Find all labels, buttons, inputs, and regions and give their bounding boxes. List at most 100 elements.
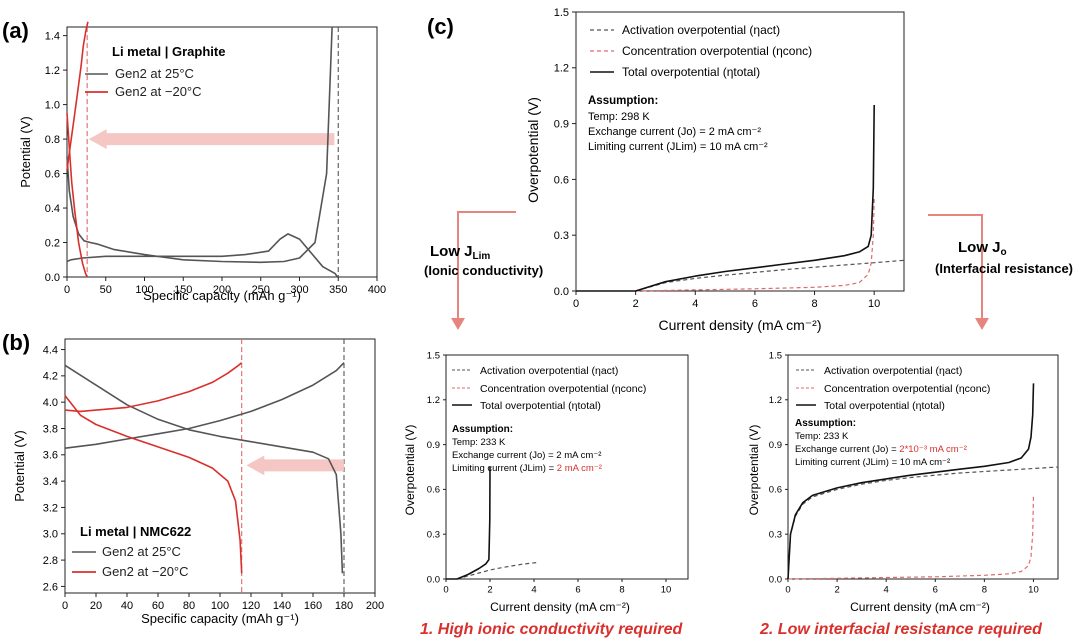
connector-left-line — [457, 211, 516, 322]
panel-b-xlabel: Specific capacity (mAh g⁻¹) — [141, 611, 299, 626]
xtick-label-c1-2: 4 — [531, 585, 536, 596]
panel-a-legend-25c: Gen2 at 25°C — [115, 66, 194, 81]
series-a-2 — [66, 21, 89, 171]
panel-c-frame — [575, 11, 905, 292]
panel-b: (b) 0 20 40 60 80 100 120 140 160 180 200 2.6 2.8 3.0… — [2, 330, 384, 626]
panel-c1-note-limiting: Limiting current (JLim) = 2 mA cm⁻² — [452, 463, 602, 474]
connector-right-line — [928, 214, 983, 322]
ytick-label-b-4: 3.4 — [43, 476, 58, 488]
xtick-label-b-6: 120 — [242, 600, 260, 612]
xtick-label-c2-0: 0 — [785, 585, 790, 596]
panel-b-ylabel: Potential (V) — [12, 430, 27, 502]
ytick-label-b-1: 2.8 — [43, 555, 58, 567]
panel-c1-lines — [446, 466, 537, 580]
panel-c2-legend-total: Total overpotential (ηtotal) — [824, 400, 945, 412]
ytick-label-c1-2: 0.6 — [427, 485, 440, 496]
series-b-0 — [64, 362, 345, 449]
panel-c2: 0 2 4 6 8 10 0.0 0.3 0.6 0.9 1.2 1.5 Current densit… — [747, 350, 1059, 638]
connector-right-label: Low Jo — [958, 239, 1007, 258]
xtick-label-b-1: 20 — [90, 600, 102, 612]
panel-c1-caption: 1. High ionic conductivity required — [420, 621, 683, 638]
panel-b-lines — [64, 339, 345, 593]
xtick-label-b-7: 140 — [273, 600, 291, 612]
ytick-label-c2-1: 0.3 — [769, 530, 782, 541]
ytick-label-a-1: 0.2 — [45, 237, 60, 249]
ytick-label-b-6: 3.8 — [43, 423, 58, 435]
ytick-label-c2-5: 1.5 — [769, 350, 782, 361]
panel-c-legend-total: Total overpotential (ηtotal) — [622, 65, 760, 79]
panel-c-legend-act: Activation overpotential (ηact) — [622, 23, 780, 37]
panel-c2-legend: Activation overpotential (ηact) Concentr… — [796, 365, 990, 412]
panel-a-ticks: 0 50 100 150 200 250 300 350 400 0.0 0.2 0.4 0.6 0.8 1… — [45, 30, 386, 296]
xtick-label-c2-5: 10 — [1028, 585, 1039, 596]
xtick-label-a-0: 0 — [64, 284, 70, 296]
series-c-2 — [576, 104, 875, 292]
ytick-label-c1-0: 0.0 — [427, 574, 440, 585]
ytick-label-b-9: 4.4 — [43, 344, 58, 356]
shift-arrow-a — [88, 129, 335, 150]
ytick-label-a-2: 0.4 — [45, 203, 60, 215]
ytick-label-c-5: 1.5 — [554, 7, 569, 19]
panel-c1-legend-total: Total overpotential (ηtotal) — [480, 400, 601, 412]
xtick-label-b-10: 200 — [366, 600, 384, 612]
xtick-label-c-4: 8 — [811, 298, 817, 310]
ytick-label-a-0: 0.0 — [45, 272, 60, 284]
ytick-label-c1-5: 1.5 — [427, 350, 440, 361]
xtick-label-c-2: 4 — [692, 298, 698, 310]
xtick-label-b-5: 100 — [211, 600, 229, 612]
ytick-label-c2-4: 1.2 — [769, 395, 782, 406]
panel-c-ylabel: Overpotential (V) — [525, 97, 541, 203]
panel-a-ylabel: Potential (V) — [18, 116, 33, 188]
ytick-label-c2-0: 0.0 — [769, 574, 782, 585]
panel-b-legend-title: Li metal | NMC622 — [80, 524, 191, 539]
series-a-3 — [66, 113, 88, 278]
ytick-label-b-3: 3.2 — [43, 502, 58, 514]
panel-a-legend-m20c: Gen2 at −20°C — [115, 84, 202, 99]
connector-left-arrowhead — [451, 318, 465, 330]
xtick-label-b-4: 80 — [183, 600, 195, 612]
series-c-1 — [635, 197, 875, 292]
xtick-label-a-2: 100 — [135, 284, 153, 296]
series-b-2 — [64, 362, 243, 413]
ytick-label-c1-3: 0.9 — [427, 440, 440, 451]
xtick-label-a-7: 350 — [329, 284, 347, 296]
ytick-label-c1-4: 1.2 — [427, 395, 440, 406]
panel-a-lines — [66, 21, 339, 278]
ytick-label-b-0: 2.6 — [43, 581, 58, 593]
xtick-label-b-3: 60 — [152, 600, 164, 612]
panel-b-label: (b) — [2, 330, 30, 355]
panel-c2-note-heading: Assumption: — [795, 418, 856, 429]
xtick-label-c-0: 0 — [573, 298, 579, 310]
panel-c-note-heading: Assumption: — [588, 95, 658, 107]
panel-c2-note-limiting: Limiting current (JLim) = 10 mA cm⁻² — [795, 457, 950, 468]
panel-c2-legend-conc: Concentration overpotential (ηconc) — [824, 383, 990, 395]
xtick-label-c2-4: 8 — [982, 585, 987, 596]
panel-c1-note-temp: Temp: 233 K — [452, 437, 506, 448]
panel-c1-notes: Assumption: Temp: 233 K Exchange current… — [452, 424, 602, 474]
panel-b-legend-25c: Gen2 at 25°C — [102, 544, 181, 559]
ytick-label-b-2: 3.0 — [43, 529, 58, 541]
xtick-label-c2-2: 4 — [884, 585, 889, 596]
xtick-label-c-3: 6 — [752, 298, 758, 310]
panel-c2-note-exchange: Exchange current (Jo) = 2*10⁻³ mA cm⁻² — [795, 444, 967, 455]
xtick-label-b-9: 180 — [335, 600, 353, 612]
xtick-label-a-8: 400 — [368, 284, 386, 296]
xtick-label-b-8: 160 — [304, 600, 322, 612]
panel-c2-caption: 2. Low interfacial resistance required — [759, 621, 1043, 638]
xtick-label-b-2: 40 — [121, 600, 133, 612]
ytick-label-a-6: 1.2 — [45, 65, 60, 77]
ytick-label-a-4: 0.8 — [45, 134, 60, 146]
connector-left-sublabel: (Ionic conductivity) — [424, 263, 543, 278]
shift-arrow-b — [246, 455, 344, 476]
series-c1-1 — [446, 466, 491, 580]
ytick-label-c1-1: 0.3 — [427, 530, 440, 541]
panel-c2-legend-act: Activation overpotential (ηact) — [824, 365, 962, 377]
panel-c-label: (c) — [427, 14, 454, 39]
ytick-label-c-1: 0.3 — [554, 230, 569, 242]
series-b-1 — [64, 364, 344, 574]
ytick-label-a-3: 0.6 — [45, 168, 60, 180]
ytick-label-b-8: 4.2 — [43, 371, 58, 383]
panel-c-lines — [576, 104, 905, 292]
panel-c2-lines — [787, 383, 1059, 580]
